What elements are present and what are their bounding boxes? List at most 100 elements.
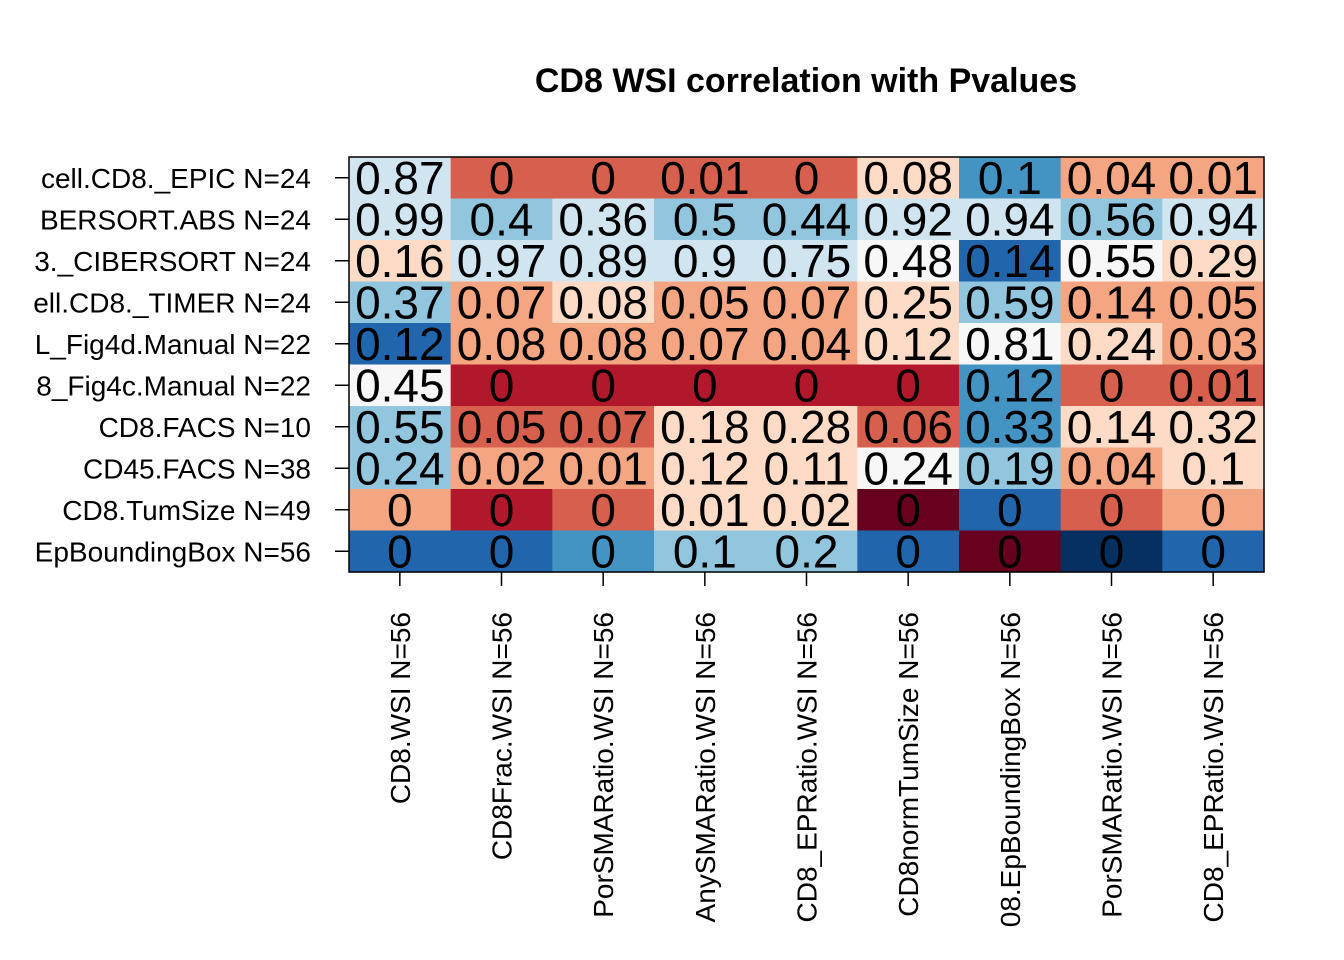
- cell-value-label: 0.24: [863, 442, 953, 494]
- cell-value-label: 0.07: [457, 276, 547, 328]
- cell-value-label: 0.04: [1067, 442, 1157, 494]
- heatmap-cell: [552, 447, 655, 490]
- heatmap-cell: [552, 364, 655, 407]
- cell-value-label: 0.89: [558, 235, 648, 287]
- heatmap-cell: [450, 364, 553, 407]
- cell-value-label: 0.05: [1168, 276, 1258, 328]
- cell-value-label: 0: [794, 152, 820, 204]
- column-label: PorSMARatio.WSI N=56: [588, 612, 619, 918]
- row-label: ell.CD8._TIMER N=24: [33, 287, 311, 318]
- cell-value-label: 0: [489, 525, 515, 577]
- cell-value-label: 0: [590, 525, 616, 577]
- cell-value-label: 0.94: [1168, 193, 1258, 245]
- heatmap-cell: [755, 240, 858, 283]
- heatmap-cell: [450, 530, 553, 573]
- heatmap-cell: [755, 281, 858, 324]
- row-label: cell.CD8._EPIC N=24: [41, 163, 311, 194]
- cell-value-label: 0.01: [558, 442, 648, 494]
- cell-value-label: 0.07: [558, 401, 648, 453]
- cell-value-label: 0: [1099, 525, 1125, 577]
- cell-value-label: 0.36: [558, 193, 648, 245]
- row-axis: cell.CD8._EPIC N=24 BERSORT.ABS N=24 3._CI…: [33, 163, 349, 567]
- row-label: BERSORT.ABS N=24: [40, 204, 311, 235]
- row-label: CD8.FACS N=10: [99, 412, 311, 443]
- cell-value-label: 0.16: [355, 235, 445, 287]
- heatmap-cell: [552, 240, 655, 283]
- cell-value-label: 0.99: [355, 193, 445, 245]
- row-label: CD45.FACS N=38: [83, 453, 311, 484]
- chart-title: CD8 WSI correlation with Pvalues: [535, 62, 1077, 100]
- cell-value-label: 0.14: [965, 235, 1055, 287]
- cell-value-label: 0.92: [863, 193, 953, 245]
- heatmap-cell: [349, 198, 452, 241]
- cell-value-label: 0: [387, 484, 413, 536]
- cell-value-label: 0.18: [660, 401, 750, 453]
- cell-value-label: 0.24: [1067, 318, 1157, 370]
- heatmap-cell: [552, 323, 655, 366]
- row-label: CD8.TumSize N=49: [62, 495, 311, 526]
- cell-value-label: 0.19: [965, 442, 1055, 494]
- heatmap-cell: [755, 489, 858, 532]
- heatmap-cell: [654, 489, 757, 532]
- cell-value-label: 0.32: [1168, 401, 1258, 453]
- column-label: AnySMARatio.WSI N=56: [690, 612, 721, 922]
- cell-value-label: 0.48: [863, 235, 953, 287]
- heatmap-cell: [552, 198, 655, 241]
- cell-value-label: 0.03: [1168, 318, 1258, 370]
- heatmap-cell: [1162, 281, 1265, 324]
- column-label: CD8_EPRatio.WSI N=56: [1198, 612, 1229, 922]
- heatmap-cell: [857, 489, 960, 532]
- cell-value-label: 0: [1099, 484, 1125, 536]
- cell-value-label: 0.12: [965, 359, 1055, 411]
- cell-value-label: 0: [1200, 484, 1226, 536]
- cell-value-label: 0.75: [762, 235, 852, 287]
- cell-value-label: 0.87: [355, 152, 445, 204]
- heatmap-cell: [1162, 447, 1265, 490]
- column-label: CD8Frac.WSI N=56: [487, 612, 518, 860]
- heatmap-cell: [1162, 323, 1265, 366]
- cell-value-label: 0.01: [660, 484, 750, 536]
- heatmap-cell: [857, 281, 960, 324]
- heatmap-cell: [1060, 323, 1163, 366]
- heatmap-cell: [1162, 364, 1265, 407]
- heatmap-cell: [959, 447, 1062, 490]
- heatmap-cell: [959, 157, 1062, 200]
- heatmap-cell: [349, 489, 452, 532]
- heatmap-cell: [755, 198, 858, 241]
- heatmap-cell: [552, 157, 655, 200]
- heatmap-cell: [450, 323, 553, 366]
- cell-value-label: 0.5: [673, 193, 737, 245]
- heatmap-cell: [959, 240, 1062, 283]
- heatmap-cell: [654, 281, 757, 324]
- heatmap-cell: [552, 406, 655, 449]
- cell-value-label: 0.08: [457, 318, 547, 370]
- heatmap-cell: [1060, 198, 1163, 241]
- cell-value-label: 0.55: [355, 401, 445, 453]
- cell-value-label: 0.59: [965, 276, 1055, 328]
- heatmap-cell: [349, 530, 452, 573]
- cell-value-label: 0.04: [1067, 152, 1157, 204]
- heatmap-cell: [450, 198, 553, 241]
- heatmap-cell: [1162, 406, 1265, 449]
- cell-value-label: 0.01: [1168, 152, 1258, 204]
- heatmap-cell: [959, 281, 1062, 324]
- heatmap-cell: [1060, 489, 1163, 532]
- column-label: PorSMARatio.WSI N=56: [1097, 612, 1128, 918]
- cell-value-label: 0.06: [863, 401, 953, 453]
- heatmap-cells: [349, 157, 1265, 573]
- cell-value-label: 0.12: [660, 442, 750, 494]
- cell-value-label: 0: [794, 359, 820, 411]
- heatmap-cell: [1060, 364, 1163, 407]
- heatmap-cell: [654, 157, 757, 200]
- heatmap-cell: [755, 530, 858, 573]
- heatmap-cell: [450, 281, 553, 324]
- cell-value-label: 0.28: [762, 401, 852, 453]
- cell-value-label: 0.01: [1168, 359, 1258, 411]
- heatmap-cell: [857, 447, 960, 490]
- cell-value-label: 0: [895, 484, 921, 536]
- cell-value-label: 0.08: [558, 318, 648, 370]
- heatmap-cell: [1060, 530, 1163, 573]
- heatmap-cell: [450, 240, 553, 283]
- cell-value-label: 0.1: [1181, 442, 1245, 494]
- heatmap-cell: [857, 157, 960, 200]
